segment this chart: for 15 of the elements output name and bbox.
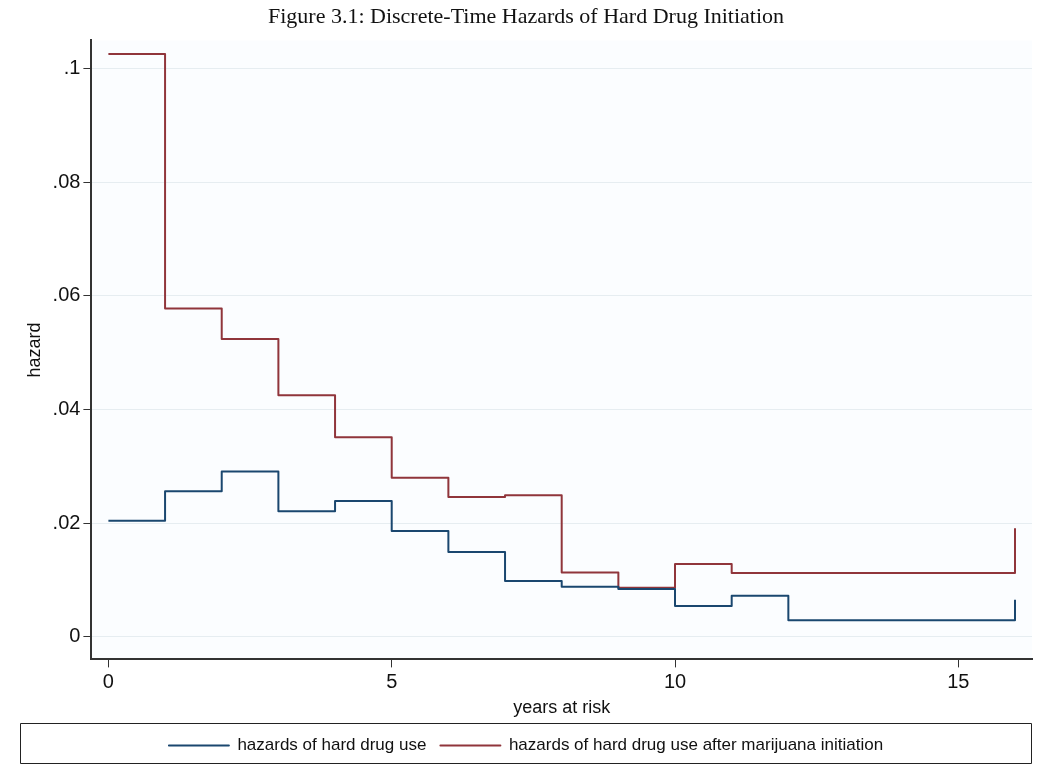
y-axis-title: hazard: [23, 322, 44, 378]
y-tick-label: .04: [52, 397, 81, 420]
x-tick-label: 0: [102, 669, 114, 692]
legend-label: hazards of hard drug use after marijuana initiation: [508, 735, 884, 755]
y-tick-label: .02: [52, 510, 81, 533]
x-tick-label: 5: [386, 669, 398, 692]
y-tick-label: .1: [63, 56, 81, 79]
y-tick-label: .08: [52, 169, 81, 192]
x-tick-label: 10: [663, 669, 687, 692]
y-tick-label: 0: [69, 624, 81, 647]
x-tick-label: 15: [947, 669, 970, 692]
legend-label: hazards of hard drug use: [237, 735, 427, 755]
x-axis-title: years at risk: [513, 697, 612, 718]
y-tick-label: .06: [52, 283, 81, 306]
chart-title: Figure 3.1: Discrete-Time Hazards of Hard Drug Initiation: [267, 2, 785, 28]
